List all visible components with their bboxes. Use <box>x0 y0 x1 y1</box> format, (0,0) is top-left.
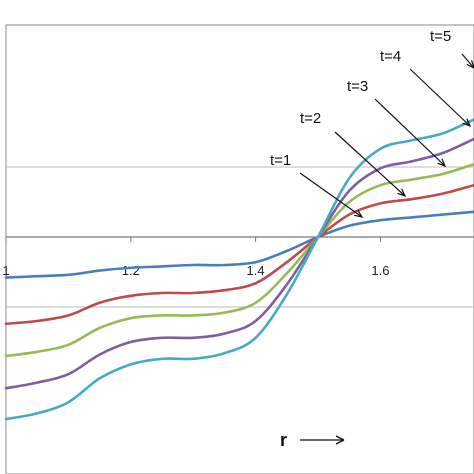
annotations: t=1 t=2 t=3 t=4 t=5 <box>270 28 474 218</box>
annotation-arrowhead <box>354 209 364 218</box>
series-line-5 <box>4 118 474 421</box>
annotation-arrowhead <box>397 188 407 198</box>
annotation-label: t=5 <box>430 28 451 45</box>
annotation-label: t=2 <box>300 110 321 127</box>
annotation-label: t=4 <box>380 48 401 65</box>
annotation-label: t=1 <box>270 152 291 169</box>
x-tick-label: 1.6 <box>371 263 389 278</box>
annotation-arrow <box>334 131 406 197</box>
x-axis-label: r <box>280 430 287 450</box>
series-line-1 <box>4 210 474 279</box>
x-tick-label: 1.4 <box>247 263 265 278</box>
x-axis-arrow <box>300 435 345 445</box>
series-line-4 <box>4 137 474 390</box>
annotation-label: t=3 <box>347 78 368 95</box>
annotation-arrowhead <box>437 158 447 168</box>
y-gridlines <box>6 166 474 308</box>
annotation-arrow <box>374 98 446 167</box>
annotation-arrowhead <box>466 60 474 69</box>
annotation-arrowhead <box>462 118 472 128</box>
x-tick-label: 1.2 <box>122 263 140 278</box>
plot-area <box>5 24 474 474</box>
annotation-arrow <box>299 172 363 218</box>
annotation-arrow <box>409 68 471 127</box>
series-layer <box>4 118 474 421</box>
series-line-2 <box>4 183 474 326</box>
annotation-arrow <box>461 53 474 69</box>
series-line-3 <box>4 162 474 358</box>
x-tick-label: 1 <box>2 263 9 278</box>
